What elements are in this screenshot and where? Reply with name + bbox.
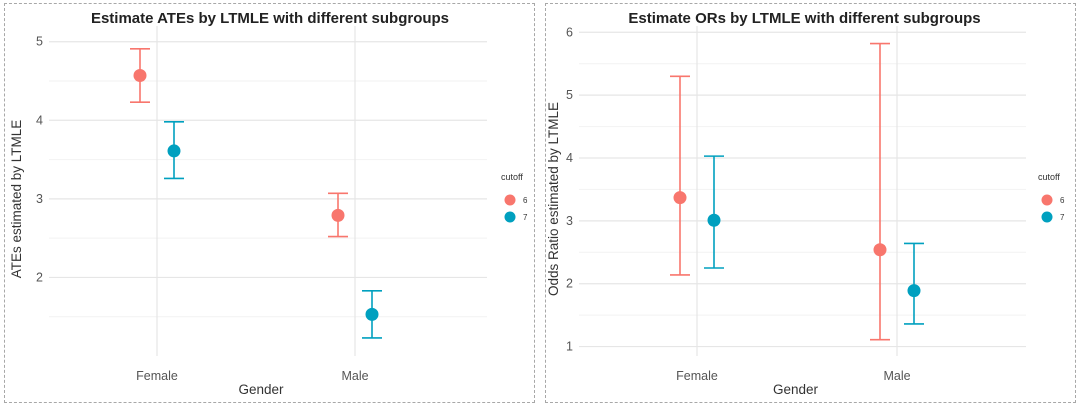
point-cutoff-7 (707, 213, 721, 227)
point-cutoff-6 (673, 191, 687, 205)
y-axis-title: ATEs estimated by LTMLE (9, 120, 24, 279)
y-tick-label: 2 (566, 277, 573, 291)
y-tick-label: 6 (566, 25, 573, 39)
point-cutoff-6 (133, 69, 147, 82)
x-axis-title: Gender (238, 382, 284, 397)
legend-label: 6 (523, 196, 528, 205)
y-tick-label: 1 (566, 340, 573, 354)
y-tick-label: 4 (566, 151, 573, 165)
legend-label: 6 (1060, 196, 1065, 205)
y-axis-title: Odds Ratio estimated by LTMLE (546, 102, 561, 296)
point-cutoff-7 (167, 144, 181, 158)
or-chart-panel: 1 2 3 4 5 6 Female Male Estimate ORs by LTMLE wi… (545, 3, 1076, 403)
x-tick-label: Male (883, 369, 910, 383)
y-tick-label: 3 (566, 214, 573, 228)
y-tick-label: 5 (36, 35, 43, 49)
x-tick-label: Female (676, 369, 718, 383)
x-tick-label: Female (136, 369, 178, 383)
x-axis-title: Gender (773, 382, 819, 397)
legend-label: 7 (523, 213, 528, 222)
point-cutoff-6 (873, 243, 887, 257)
legend-key-cutoff-7 (1041, 211, 1053, 223)
y-tick-label: 5 (566, 88, 573, 102)
y-tick-label: 2 (36, 270, 43, 284)
legend-key-cutoff-6 (1041, 194, 1053, 206)
point-cutoff-7 (907, 284, 921, 298)
or-chart: 1 2 3 4 5 6 Female Male Estimate ORs by LTMLE wi… (546, 10, 1065, 397)
legend-label: 7 (1060, 213, 1065, 222)
y-tick-label: 4 (36, 113, 43, 127)
ate-chart: 2 3 4 5 Female Male Estimate ATEs by LTMLE wit… (9, 10, 528, 397)
point-cutoff-6 (331, 208, 345, 222)
y-tick-label: 3 (36, 192, 43, 206)
ate-chart-panel: 2 3 4 5 Female Male Estimate ATEs by LTMLE wit… (4, 3, 535, 403)
legend-title: cutoff (501, 172, 523, 182)
ate-chart-title: Estimate ATEs by LTMLE with different su… (91, 10, 449, 27)
point-cutoff-7 (365, 307, 379, 321)
legend-key-cutoff-6 (504, 194, 516, 206)
or-chart-title: Estimate ORs by LTMLE with different sub… (628, 10, 980, 27)
x-tick-label: Male (341, 369, 368, 383)
legend-title: cutoff (1038, 172, 1060, 182)
legend-key-cutoff-7 (504, 211, 516, 223)
